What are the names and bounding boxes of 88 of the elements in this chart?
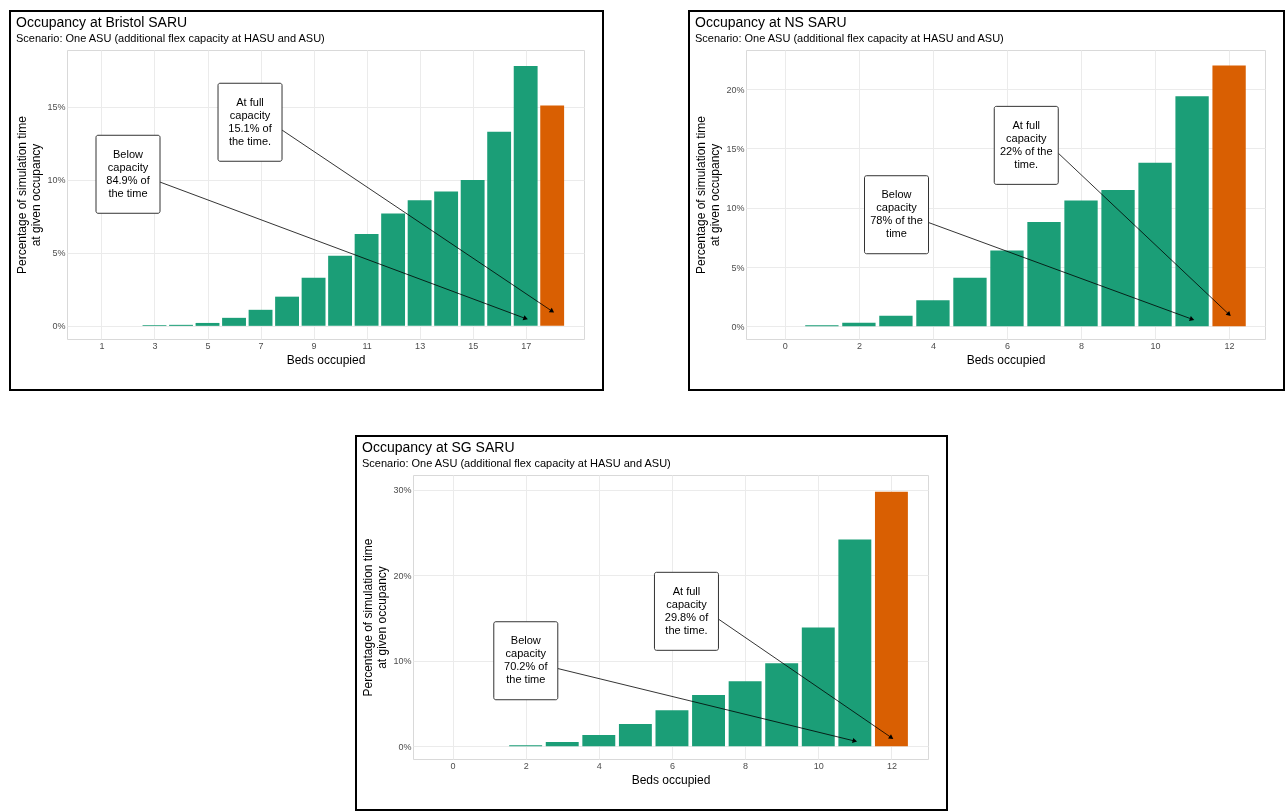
x-tick-label: 1	[99, 340, 105, 351]
chart-title: Occupancy at SG SARU	[361, 439, 515, 455]
bar	[513, 66, 538, 326]
y-tick-label: 5%	[731, 262, 745, 273]
bar	[328, 255, 353, 326]
x-axis-title: Beds occupied	[966, 352, 1046, 367]
bar	[1064, 200, 1098, 327]
x-tick-label: 2	[856, 340, 862, 351]
y-tick-label: 20%	[393, 570, 412, 581]
y-tick-label: 15%	[47, 102, 66, 113]
chart-title: Occupancy at Bristol SARU	[15, 14, 188, 30]
bar	[692, 694, 725, 747]
bar	[1175, 96, 1209, 327]
y-tick-label: 30%	[393, 485, 412, 496]
y-axis-title: Percentage of simulation time at given occupancy	[694, 115, 723, 275]
y-tick-label: 10%	[726, 203, 745, 214]
y-axis-title: Percentage of simulation time at given occupancy	[15, 115, 44, 275]
bar	[195, 322, 220, 326]
y-tick-label: 15%	[726, 143, 745, 154]
x-tick-label: 11	[362, 340, 372, 351]
annotation: Below capacity 78% of the time	[870, 188, 923, 240]
chart-subtitle: Scenario: One ASU (additional flex capacity at HASU and ASU)	[15, 32, 325, 44]
bar	[248, 309, 273, 326]
bar	[1138, 162, 1172, 327]
bar	[460, 179, 485, 326]
x-tick-label: 6	[669, 760, 675, 771]
x-tick-label: 10	[813, 760, 824, 771]
y-tick-label: 20%	[726, 84, 745, 95]
annotation: Below capacity 84.9% of the time	[106, 147, 151, 199]
y-tick-label: 10%	[393, 656, 412, 667]
bar	[407, 200, 432, 326]
bar	[618, 723, 652, 747]
bar	[801, 627, 835, 747]
y-tick-label: 0%	[398, 741, 412, 752]
x-tick-label: 6	[1004, 340, 1010, 351]
annotation: At full capacity 15.1% of the time.	[228, 95, 273, 147]
bar	[1101, 189, 1135, 327]
y-tick-label: 5%	[52, 248, 66, 259]
x-tick-label: 10	[1150, 340, 1161, 351]
x-tick-label: 5	[205, 340, 211, 351]
x-tick-label: 2	[523, 760, 529, 771]
x-tick-label: 15	[468, 340, 479, 351]
annotation: At full capacity 22% of the time.	[999, 118, 1053, 170]
bar	[487, 131, 512, 326]
x-tick-label: 4	[930, 340, 936, 351]
chart-subtitle: Scenario: One ASU (additional flex capacity at HASU and ASU)	[361, 457, 671, 469]
x-tick-label: 12	[1224, 340, 1235, 351]
bar	[540, 105, 565, 326]
bar	[990, 250, 1024, 327]
x-axis-title: Beds occupied	[631, 772, 711, 787]
x-axis-title: Beds occupied	[286, 352, 366, 367]
bar	[545, 741, 579, 747]
bar	[275, 296, 299, 326]
chart-title: Occupancy at NS SARU	[694, 14, 847, 30]
bar	[874, 491, 908, 747]
y-axis-title: Percentage of simulation time at given occupancy	[361, 538, 390, 697]
x-tick-label: 8	[1079, 340, 1085, 351]
bar	[301, 277, 326, 326]
x-tick-label: 13	[415, 340, 426, 351]
bar	[354, 233, 379, 326]
x-tick-label: 3	[152, 340, 158, 351]
x-tick-label: 0	[782, 340, 788, 351]
chart-subtitle: Scenario: One ASU (additional flex capacity at HASU and ASU)	[694, 32, 1004, 44]
bar	[838, 539, 872, 747]
x-tick-label: 7	[258, 340, 264, 351]
bar	[222, 317, 246, 326]
y-tick-label: 10%	[47, 175, 66, 186]
bar	[879, 315, 913, 327]
bar	[728, 681, 762, 747]
bar	[765, 663, 799, 747]
bar	[1027, 221, 1061, 327]
bar	[582, 735, 616, 747]
bar	[953, 277, 987, 327]
bar	[381, 213, 406, 326]
x-tick-label: 0	[450, 760, 456, 771]
x-tick-label: 17	[521, 340, 532, 351]
y-tick-label: 0%	[52, 321, 66, 332]
x-tick-label: 4	[596, 760, 602, 771]
annotation: At full capacity 29.8% of the time.	[664, 584, 710, 636]
bar	[434, 191, 459, 326]
x-tick-label: 9	[311, 340, 317, 351]
x-tick-label: 8	[743, 760, 749, 771]
bar	[655, 710, 689, 747]
y-tick-label: 0%	[731, 321, 745, 332]
x-tick-label: 12	[886, 760, 897, 771]
bar	[1212, 65, 1246, 327]
bar	[916, 300, 950, 327]
annotation: Below capacity 70.2% of the time	[504, 634, 549, 686]
